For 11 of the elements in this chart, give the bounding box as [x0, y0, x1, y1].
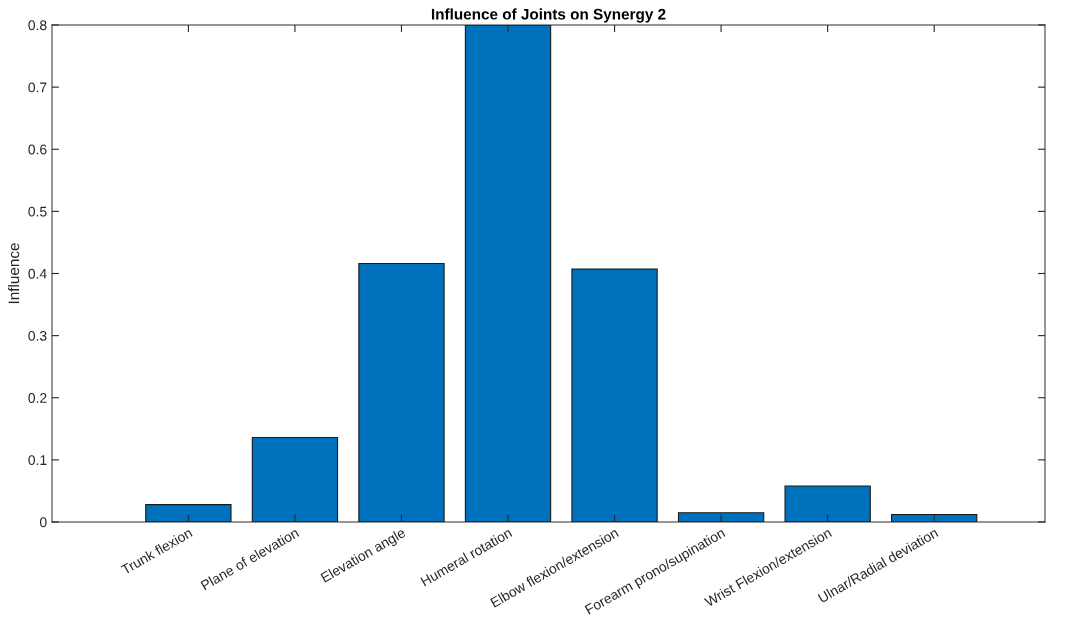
y-tick-label: 0.6: [28, 144, 47, 155]
y-tick-label: 0: [39, 517, 47, 528]
y-tick-label: 0.1: [28, 455, 47, 466]
y-axis-title: Influence: [8, 243, 20, 304]
y-tick-label: 0.5: [28, 206, 47, 217]
y-tick-label: 0.7: [28, 82, 47, 93]
y-tick-label: 0.2: [28, 393, 47, 403]
y-tick-label: 0.8: [28, 20, 47, 31]
y-tick-label: 0.3: [28, 330, 47, 341]
chart-title: Influence of Joints on Synergy 2: [431, 8, 666, 23]
y-tick-label: 0.4: [28, 268, 47, 279]
